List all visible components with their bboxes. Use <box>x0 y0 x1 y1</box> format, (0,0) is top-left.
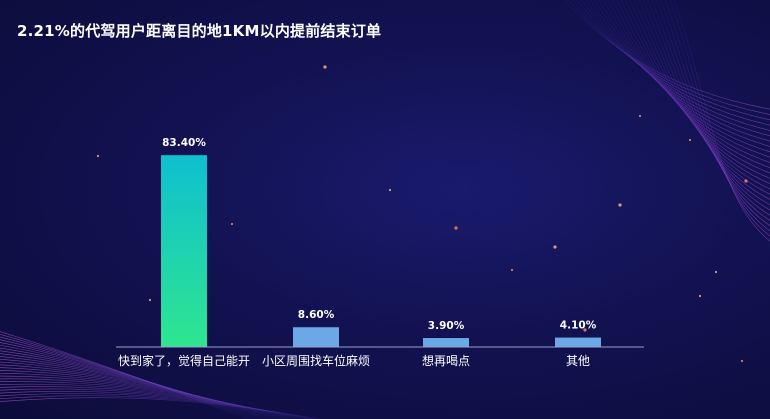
wave-line <box>0 397 322 419</box>
data-label-1: 83.40% <box>162 137 206 149</box>
sparkle-dots <box>96 65 748 363</box>
wave-line <box>669 0 770 237</box>
sparkle-dot <box>230 222 234 226</box>
bar-2 <box>293 327 339 347</box>
wave-lines-bottom-left <box>0 331 322 419</box>
wave-line <box>651 0 770 216</box>
sparkle-dot <box>553 245 557 249</box>
wave-line <box>0 358 280 419</box>
wave-line <box>647 0 770 211</box>
data-label-2: 8.60% <box>298 309 335 321</box>
sparkle-dot <box>454 226 458 230</box>
wave-line <box>0 375 299 419</box>
wave-line <box>0 336 253 419</box>
sparkle-dot <box>688 138 692 142</box>
wave-line <box>0 333 250 419</box>
wave-line <box>642 0 770 205</box>
wave-line <box>564 0 770 110</box>
sparkle-dot <box>618 203 622 207</box>
wave-line <box>616 0 770 174</box>
wave-line <box>620 0 770 179</box>
category-label-2: 小区周围找车位麻烦 <box>262 353 370 368</box>
sparkle-dot <box>583 328 587 332</box>
wave-line <box>660 0 770 226</box>
sparkle-dot <box>744 179 748 183</box>
wave-line <box>664 0 770 231</box>
sparkle-dot <box>638 114 642 118</box>
sparkle-dot <box>148 298 152 302</box>
wave-line <box>0 342 260 419</box>
page-title: 2.21%的代驾用户距离目的地1KM以内提前结束订单 <box>17 22 382 40</box>
wave-line <box>625 0 770 184</box>
wave-line <box>568 0 770 115</box>
bar-1 <box>161 155 207 347</box>
data-label-3: 3.90% <box>428 320 465 332</box>
data-label-4: 4.10% <box>560 320 597 332</box>
category-label-4: 其他 <box>566 354 590 368</box>
sparkle-dot <box>323 65 327 69</box>
wave-line <box>0 356 277 419</box>
wave-line <box>0 378 302 419</box>
sparkle-dot <box>388 188 392 192</box>
wave-line <box>673 0 770 242</box>
category-label-1: 快到家了，觉得自己能开 <box>118 353 250 368</box>
wave-line <box>0 367 290 419</box>
wave-line <box>0 364 286 419</box>
bar-4 <box>555 337 601 347</box>
sparkle-dot <box>740 359 744 363</box>
wave-line <box>0 372 296 419</box>
wave-line <box>0 347 267 419</box>
wave-line <box>0 370 293 419</box>
wave-lines-top-right <box>564 0 770 242</box>
bar-3 <box>423 338 469 347</box>
wave-line <box>0 350 270 419</box>
wave-line <box>611 0 770 168</box>
wave-line <box>638 0 770 200</box>
sparkle-dot <box>510 268 514 272</box>
wave-line <box>0 353 274 419</box>
sparkle-dot <box>96 154 100 158</box>
wave-line <box>0 344 264 419</box>
wave-line <box>0 339 257 419</box>
wave-line <box>629 0 770 190</box>
wave-line <box>0 361 283 419</box>
wave-line <box>656 0 770 221</box>
sparkle-dot <box>698 294 702 298</box>
category-label-3: 想再喝点 <box>422 353 470 368</box>
sparkle-dot <box>714 270 718 274</box>
